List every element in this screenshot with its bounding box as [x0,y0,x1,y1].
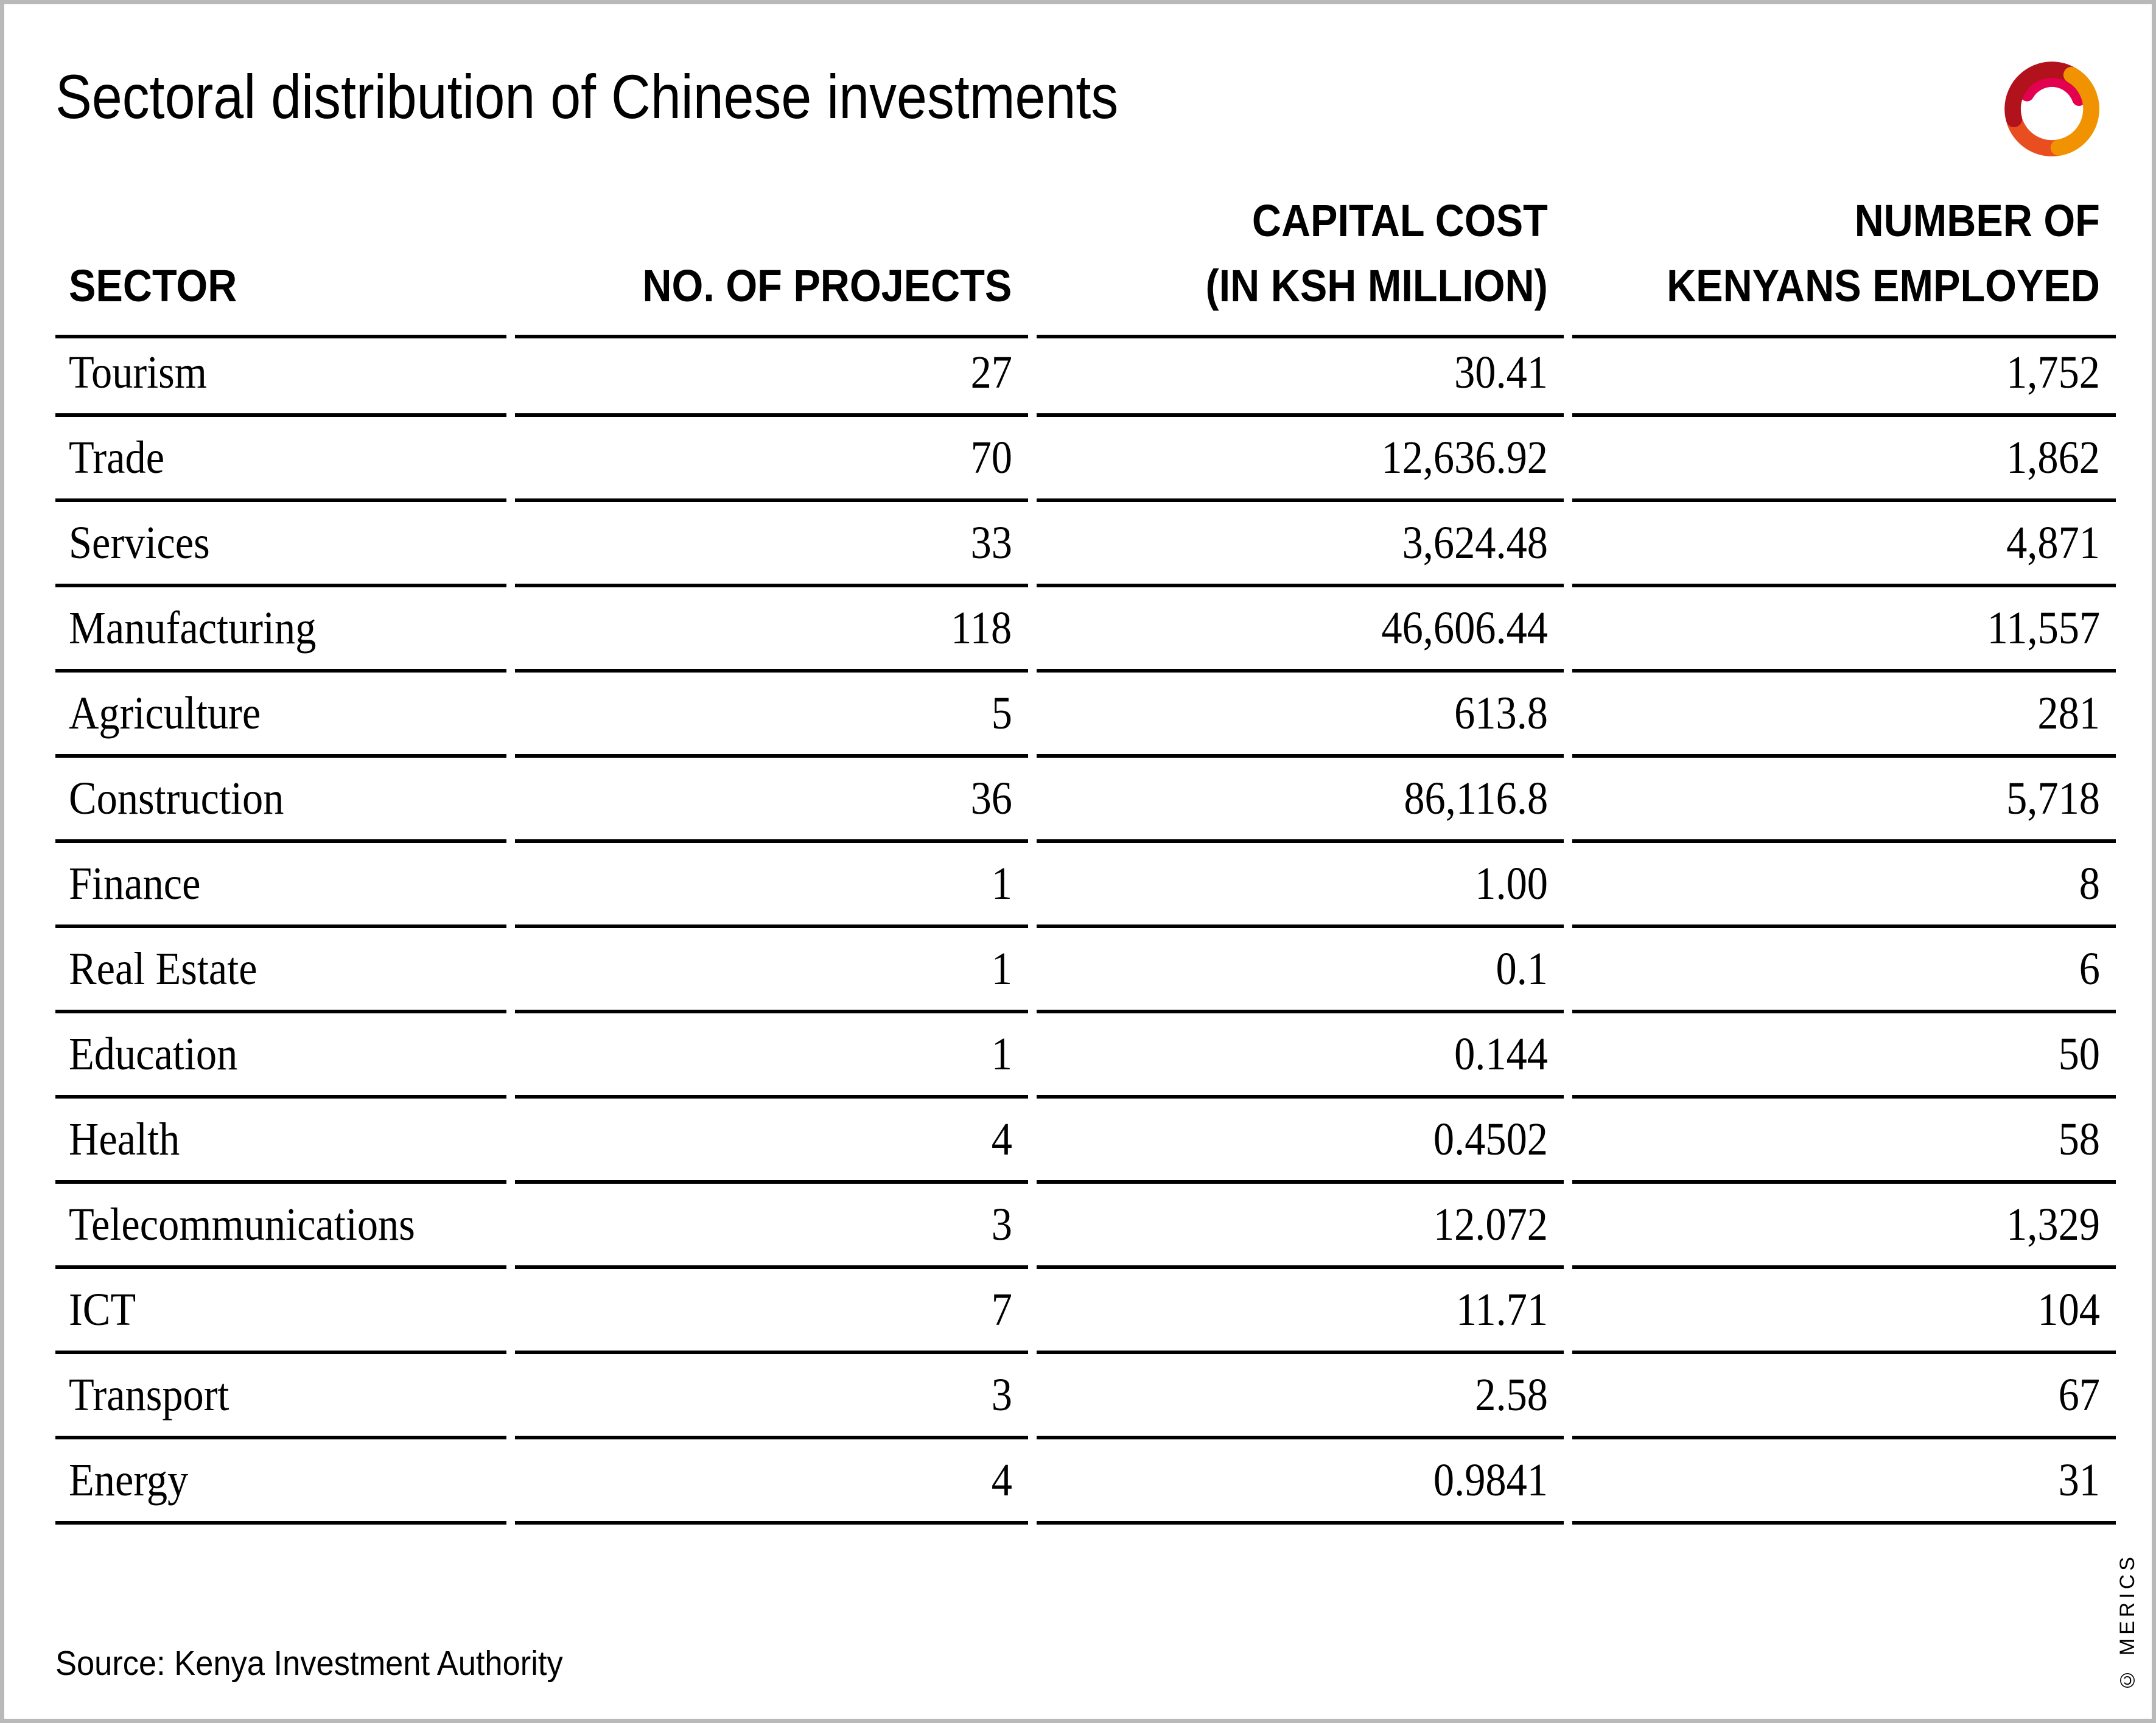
employed-value: 1,329 [2006,1199,2100,1250]
projects-value: 5 [991,688,1012,739]
capital-value: 12.072 [1433,1199,1548,1250]
capital-value: 0.1 [1496,943,1548,994]
employed-value: 281 [2037,688,2100,739]
projects-value: 4 [991,1455,1012,1506]
capital-value: 46,606.44 [1381,603,1548,654]
projects-value: 36 [970,773,1012,824]
table-row: Trade 70 12,636.92 1,862 [55,417,2116,502]
projects-value: 3 [991,1369,1012,1421]
table-row: Energy 4 0.9841 31 [55,1439,2116,1525]
table-row: Agriculture 5 613.8 281 [55,673,2116,758]
sector-name: ICT [69,1284,136,1335]
header-capital-cost: CAPITAL COST (IN KSH MILLION) [1036,188,1564,338]
table-row: Construction 36 86,116.8 5,718 [55,758,2116,843]
header-projects: NO. OF PROJECTS [514,188,1028,338]
capital-value: 2.58 [1475,1369,1548,1421]
projects-value: 33 [970,517,1012,568]
sector-name: Telecommunications [69,1199,415,1250]
projects-value: 1 [991,943,1012,994]
employed-value: 50 [2058,1029,2100,1080]
sector-name: Services [69,517,210,568]
employed-value: 8 [2079,858,2100,909]
capital-value: 30.41 [1454,347,1548,398]
capital-value: 86,116.8 [1403,773,1548,824]
employed-value: 31 [2058,1455,2100,1506]
table-header: SECTOR NO. OF PROJECTS CAPITAL COST (IN K… [55,188,2116,338]
table-row: Transport 3 2.58 67 [55,1354,2116,1439]
employed-value: 4,871 [2006,517,2100,568]
projects-value: 70 [970,432,1012,483]
capital-value: 0.144 [1454,1029,1548,1080]
employed-value: 11,557 [1987,603,2100,654]
sector-name: Finance [69,858,201,909]
capital-value: 0.9841 [1433,1455,1548,1506]
sector-name: Agriculture [69,688,261,739]
capital-value: 1.00 [1475,858,1548,909]
table-row: Tourism 27 30.41 1,752 [55,332,2116,417]
projects-value: 1 [991,858,1012,909]
employed-value: 67 [2058,1369,2100,1421]
table-row: Real Estate 1 0.1 6 [55,928,2116,1013]
capital-value: 0.4502 [1433,1114,1548,1165]
logo-magenta-arc [2020,73,2086,107]
sector-name: Health [69,1114,180,1165]
header-sector: SECTOR [55,188,506,338]
table-row: Finance 1 1.00 8 [55,843,2116,928]
merics-logo [2004,61,2099,156]
header-kenyans-employed: NUMBER OF KENYANS EMPLOYED [1572,188,2116,338]
capital-value: 613.8 [1454,688,1548,739]
sector-name: Trade [69,432,165,483]
investment-table: SECTOR NO. OF PROJECTS CAPITAL COST (IN K… [55,188,2116,1525]
table-row: ICT 7 11.71 104 [55,1269,2116,1354]
table-row: Services 33 3,624.48 4,871 [55,502,2116,587]
source-note: Source: Kenya Investment Authority [55,1644,563,1683]
sector-name: Tourism [69,347,208,398]
logo-orange-arc [2050,66,2099,156]
projects-value: 3 [991,1199,1012,1250]
employed-value: 58 [2058,1114,2100,1165]
sector-name: Real Estate [69,943,257,994]
table-row: Education 1 0.144 50 [55,1013,2116,1099]
sector-name: Manufacturing [69,603,317,654]
projects-value: 118 [951,603,1012,654]
capital-value: 12,636.92 [1381,432,1548,483]
employed-value: 1,862 [2006,432,2100,483]
employed-value: 104 [2037,1284,2100,1335]
copyright-note: © MERICS [2116,1553,2139,1692]
capital-value: 3,624.48 [1402,517,1548,568]
employed-value: 1,752 [2006,347,2100,398]
projects-value: 27 [970,347,1012,398]
employed-value: 5,718 [2006,773,2100,824]
table-row: Telecommunications 3 12.072 1,329 [55,1184,2116,1269]
sector-name: Construction [69,773,284,824]
sector-name: Education [69,1029,238,1080]
projects-value: 7 [991,1284,1012,1335]
employed-value: 6 [2079,943,2100,994]
sector-name: Energy [69,1455,189,1506]
capital-value: 11.71 [1455,1284,1548,1335]
projects-value: 4 [991,1114,1012,1165]
sector-name: Transport [69,1369,229,1421]
projects-value: 1 [991,1029,1012,1080]
page-title: Sectoral distribution of Chinese investm… [55,62,1119,131]
table-row: Health 4 0.4502 58 [55,1099,2116,1184]
table-row: Manufacturing 118 46,606.44 11,557 [55,587,2116,673]
